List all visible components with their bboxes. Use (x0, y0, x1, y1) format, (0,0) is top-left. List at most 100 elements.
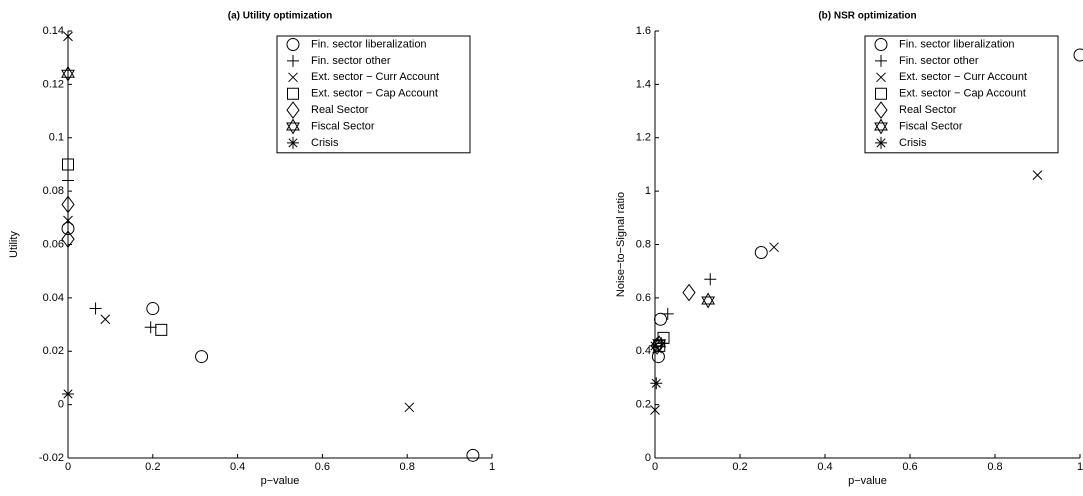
y-tick-label: -0.02 (39, 452, 64, 464)
point (404, 402, 415, 413)
point (61, 195, 75, 214)
y-tick-label: 0.04 (43, 292, 64, 304)
y-tick-label: 0.6 (636, 292, 651, 304)
point (654, 312, 668, 326)
legend-marker (287, 87, 299, 100)
legend-label: Fin. sector other (899, 55, 979, 67)
y-tick-label: 1.4 (636, 78, 651, 90)
y-tick-label: 0.8 (636, 238, 651, 250)
legend-marker (288, 72, 298, 83)
legend-marker (875, 87, 887, 100)
chart-title: (a) Utility optimization (228, 11, 332, 22)
y-axis-label: Noise−to−Signal ratio (615, 192, 627, 297)
legend-label: Ext. sector − Curr Account (311, 71, 439, 83)
legend-label: Ext. sector − Cap Account (311, 88, 438, 100)
legend-label: Ext. sector − Cap Account (899, 88, 1026, 100)
y-axis-label: Utility (8, 231, 20, 258)
legend-marker (286, 118, 300, 135)
legend-box (864, 35, 1059, 154)
point (146, 302, 160, 316)
y-tick-label: 0 (645, 452, 651, 464)
y-tick-label: 0.1 (49, 132, 64, 144)
legend-label: Real Sector (899, 104, 957, 116)
point (650, 377, 663, 390)
x-tick-label: 0.2 (145, 461, 160, 473)
y-tick-label: 1 (645, 185, 651, 197)
legend-marker (874, 118, 888, 135)
point (100, 314, 111, 325)
legend: Fin. sector liberalization Fin. sector ot… (864, 35, 1059, 154)
legend-label: Fiscal Sector (311, 120, 375, 132)
x-tick-label: 0.2 (732, 461, 747, 473)
point (704, 273, 717, 286)
point (62, 387, 74, 400)
legend-marker (286, 101, 300, 119)
point (144, 321, 157, 334)
x-tick-label: 0.6 (902, 461, 917, 473)
x-tick-label: 1 (489, 461, 495, 473)
legend-box (276, 35, 471, 154)
point (754, 246, 768, 260)
x-axis-label: p−value (261, 475, 300, 487)
legend-label: Fiscal Sector (899, 120, 963, 132)
x-tick-label: 0.4 (230, 461, 245, 473)
point (61, 221, 75, 235)
legend-marker (874, 101, 888, 119)
point (61, 65, 75, 82)
point (651, 350, 665, 364)
point (63, 215, 73, 226)
x-tick-label: 0.4 (817, 461, 832, 473)
legend-marker (286, 38, 300, 51)
y-tick-label: 0.12 (43, 78, 64, 90)
point (1073, 48, 1083, 62)
y-tick-label: 1.6 (636, 25, 651, 37)
legend-label: Real Sector (311, 104, 369, 116)
point (62, 158, 74, 171)
subplot: 0 0.2 0.4 0.6 0.8 1 1.2 1.4 1.6 0 0.2 0.4 0.6 0.8 1 (b)… (615, 11, 1083, 487)
legend-label: Fin. sector liberalization (899, 38, 1015, 50)
point (62, 174, 74, 187)
point (661, 307, 674, 320)
x-tick-label: 0.6 (315, 461, 330, 473)
y-tick-label: 0.2 (636, 399, 651, 411)
legend-marker (875, 136, 887, 149)
legend: Fin. sector liberalization Fin. sector ot… (276, 35, 471, 154)
legend-label: Ext. sector − Curr Account (899, 71, 1027, 83)
point (89, 302, 102, 315)
x-tick-label: 1 (1077, 461, 1083, 473)
legend-marker (287, 54, 299, 67)
y-tick-label: 0.06 (43, 238, 64, 250)
x-tick-label: 0 (65, 461, 71, 473)
legend-marker (874, 38, 888, 51)
x-axis-label: p−value (848, 475, 887, 487)
legend-marker (876, 72, 886, 83)
legend-label: Crisis (899, 137, 927, 149)
y-tick-label: 0.4 (636, 345, 651, 357)
y-tick-label: 0.02 (43, 345, 64, 357)
point (701, 292, 716, 309)
y-tick-label: 1.2 (636, 132, 651, 144)
y-tick-label: 0 (58, 399, 64, 411)
x-tick-label: 0.8 (400, 461, 415, 473)
x-tick-label: 0 (652, 461, 658, 473)
point (466, 448, 480, 462)
legend-label: Fin. sector liberalization (311, 38, 427, 50)
point (649, 339, 661, 352)
y-tick-label: 0.08 (43, 185, 64, 197)
point (63, 31, 73, 42)
legend-marker (875, 54, 887, 67)
legend-marker (287, 136, 299, 149)
point (155, 323, 168, 336)
point (682, 283, 696, 302)
legend-label: Fin. sector other (311, 55, 391, 67)
point (61, 230, 75, 248)
point (1032, 170, 1043, 180)
point (769, 242, 779, 253)
x-tick-label: 0.8 (987, 461, 1002, 473)
point (650, 337, 664, 355)
y-tick-label: 0.14 (43, 25, 64, 37)
point (195, 350, 209, 364)
